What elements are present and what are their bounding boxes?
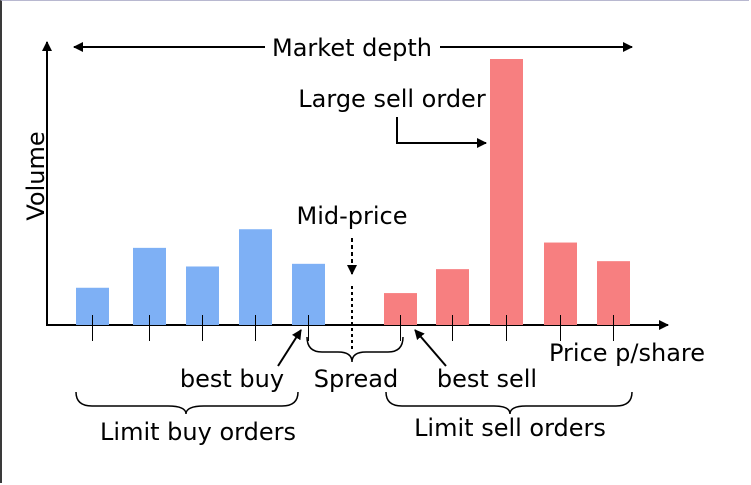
best-buy-label: best buy <box>180 365 284 393</box>
limit-buy-bracket <box>75 391 299 415</box>
limit-sell-label: Limit sell orders <box>414 414 606 442</box>
buy-order-bar-2 <box>133 247 166 325</box>
x-axis-label: Price p/share <box>549 339 705 367</box>
spread-label: Spread <box>314 365 399 393</box>
sell-order-bar-3 <box>490 59 523 325</box>
buy-bars <box>76 229 325 325</box>
x-ticks <box>92 315 614 341</box>
y-axis-label: Volume <box>22 131 50 220</box>
limit-sell-bracket <box>385 391 633 415</box>
large-sell-order-arrow <box>396 117 487 148</box>
buy-order-bar-5 <box>292 263 325 325</box>
best-sell-arrow <box>414 329 447 367</box>
market-depth-label: Market depth <box>272 34 432 62</box>
spread-bracket <box>306 336 404 363</box>
limit-buy-label: Limit buy orders <box>100 418 296 446</box>
large-sell-order-label: Large sell order <box>298 85 486 113</box>
sell-order-bar-4 <box>544 242 577 325</box>
best-sell-label: best sell <box>437 365 537 393</box>
best-buy-arrow <box>277 329 302 367</box>
mid-price-label: Mid-price <box>297 202 408 230</box>
sell-order-bar-5 <box>597 261 630 325</box>
buy-order-bar-4 <box>239 229 272 325</box>
